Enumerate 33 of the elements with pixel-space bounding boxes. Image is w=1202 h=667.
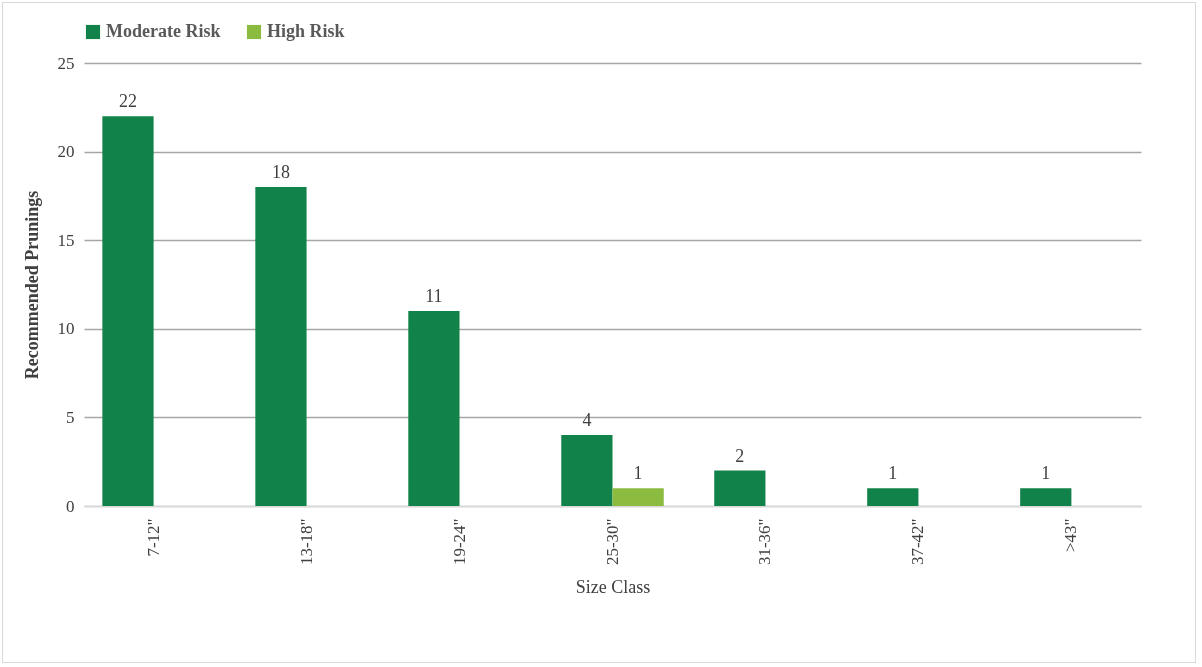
y-tick-label: 5 <box>66 407 75 427</box>
x-tick-label: 7-12" <box>143 518 163 557</box>
y-tick-label: 0 <box>66 496 75 516</box>
x-tick-label: 25-30" <box>602 518 622 566</box>
y-tick-label: 20 <box>57 142 75 162</box>
data-label: 1 <box>633 463 643 484</box>
x-tick-label: 19-24" <box>449 518 469 566</box>
bar <box>867 488 919 506</box>
x-tick-label: 37-42" <box>908 518 928 566</box>
data-label: 18 <box>271 162 290 183</box>
data-label: 4 <box>582 410 592 431</box>
x-tick-label: >43" <box>1061 518 1081 553</box>
y-tick-label: 25 <box>57 53 75 73</box>
x-tick-label: 31-36" <box>755 518 775 566</box>
bar <box>102 116 154 506</box>
legend-label: High Risk <box>267 21 345 41</box>
bar <box>408 311 460 506</box>
data-label: 2 <box>735 445 745 466</box>
data-label: 1 <box>888 463 898 484</box>
data-label: 22 <box>118 91 137 112</box>
y-tick-label: 15 <box>57 230 75 250</box>
bar <box>1020 488 1072 506</box>
legend-label: Moderate Risk <box>106 21 221 41</box>
bar <box>714 470 766 506</box>
bar <box>255 187 307 506</box>
x-axis-title: Size Class <box>575 577 651 598</box>
x-tick-label: 13-18" <box>296 518 316 566</box>
y-tick-label: 10 <box>57 319 75 339</box>
data-label: 1 <box>1041 463 1051 484</box>
bar <box>612 488 664 506</box>
y-axis-title: Recommended Prunings <box>21 190 42 380</box>
bar <box>561 435 613 506</box>
data-label: 11 <box>425 286 443 307</box>
